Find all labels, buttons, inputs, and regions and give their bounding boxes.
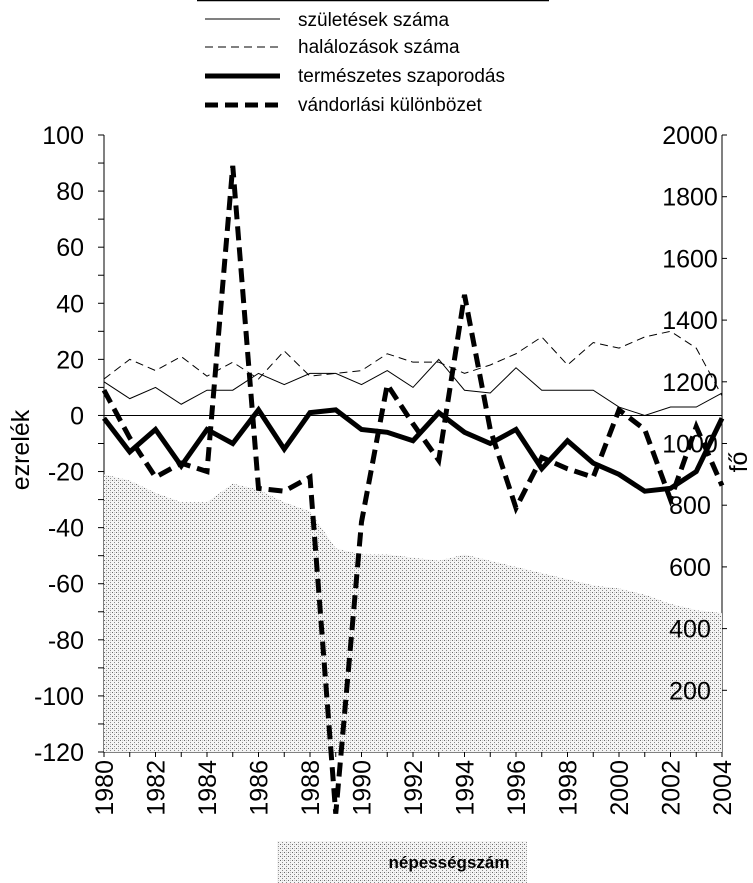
x-tick-label: 2002 xyxy=(658,760,686,816)
x-tick-label: 1982 xyxy=(143,760,171,816)
right-tick-label: 600 xyxy=(669,554,711,582)
series-layer xyxy=(101,165,725,814)
left-tick-label: -40 xyxy=(48,515,84,543)
x-tick-label: 2000 xyxy=(606,760,634,816)
left-tick-label: -20 xyxy=(48,459,84,487)
right-tick-label: 1200 xyxy=(662,369,718,397)
area-legend: népességszám xyxy=(277,841,527,883)
left-tick-label: 80 xyxy=(56,178,84,206)
x-tick-label: 1984 xyxy=(194,760,222,816)
right-tick-label: 800 xyxy=(669,492,711,520)
right-tick-label: 400 xyxy=(669,616,711,644)
x-axis-ticks: 1980 1982 1984 1986 1988 1990 1992 1994 1996 1998… xyxy=(91,752,737,816)
right-tick-label: 1400 xyxy=(662,307,718,335)
right-tick-label: 1600 xyxy=(662,245,718,273)
left-tick-label: 20 xyxy=(56,346,84,374)
x-tick-label: 2004 xyxy=(709,760,737,816)
x-tick-label: 1998 xyxy=(555,760,583,816)
right-tick-label: 200 xyxy=(669,677,711,705)
area-legend-swatch xyxy=(277,841,527,883)
left-tick-label: -80 xyxy=(48,627,84,655)
x-tick-label: 1992 xyxy=(400,760,428,816)
left-axis-title: ezrelék xyxy=(7,409,35,490)
series-line-termeszetes-szaporodas xyxy=(102,405,725,494)
legend-label-deaths: halálozások száma xyxy=(298,37,460,58)
right-tick-label: 1800 xyxy=(662,184,718,212)
legend-label-births: születések száma xyxy=(298,10,449,31)
x-tick-label: 1996 xyxy=(503,760,531,816)
x-tick-label: 1980 xyxy=(91,760,119,816)
left-tick-label: -120 xyxy=(34,739,84,767)
left-tick-label: -60 xyxy=(48,571,84,599)
left-tick-label: 100 xyxy=(42,122,84,150)
legend-label-migration: vándorlási különbözet xyxy=(298,95,483,116)
left-y-axis-ticks: 100 80 60 40 20 0 -20 -40 -60 -80 -100 -120 xyxy=(34,122,104,767)
left-tick-label: -100 xyxy=(34,683,84,711)
legend-label-natural: természetes szaporodás xyxy=(298,66,505,87)
x-tick-label: 1994 xyxy=(452,760,480,816)
series-line-vandorlasi-kulonbozet xyxy=(101,165,725,814)
left-tick-label: 60 xyxy=(56,234,84,262)
right-tick-label: 2000 xyxy=(662,122,718,150)
right-axis-title: fő xyxy=(725,452,753,473)
right-tick-label: 1000 xyxy=(662,431,718,459)
right-y-axis-ticks: 2000 1800 1600 1400 1200 1000 800 600 400 200 xyxy=(662,122,727,705)
x-tick-label: 1986 xyxy=(246,760,274,816)
series-area-nepessegszam xyxy=(104,474,722,752)
x-tick-label: 1988 xyxy=(297,760,325,816)
left-tick-label: 40 xyxy=(56,290,84,318)
area-legend-label: népességszám xyxy=(389,853,510,872)
series-line-halalozasok-szama xyxy=(103,330,723,397)
population-area-layer xyxy=(104,474,722,752)
x-tick-label: 1990 xyxy=(349,760,377,816)
left-tick-label: 0 xyxy=(70,402,84,430)
legend: születések száma halálozások száma termé… xyxy=(197,0,549,128)
